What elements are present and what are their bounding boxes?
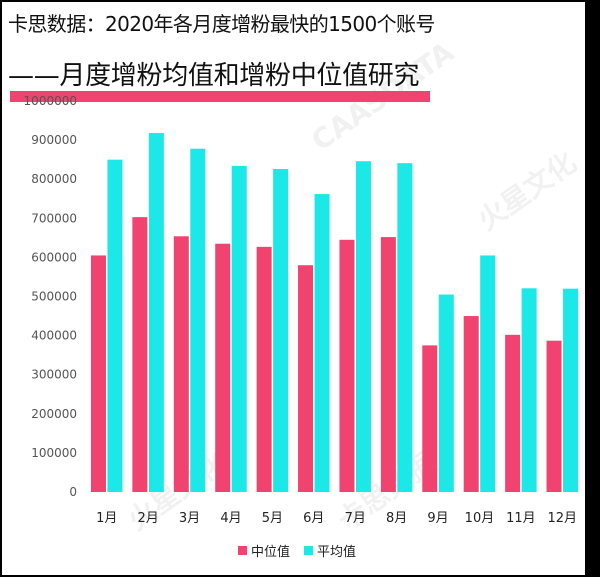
y-tick-label: 800000 bbox=[31, 172, 77, 186]
legend-label-median: 中位值 bbox=[251, 544, 291, 560]
y-tick-label: 700000 bbox=[31, 211, 77, 225]
bar-mean bbox=[521, 288, 537, 492]
bar-median bbox=[256, 246, 272, 492]
y-tick-label: 100000 bbox=[31, 446, 77, 460]
bar-mean bbox=[480, 255, 496, 492]
y-tick-label: 600000 bbox=[31, 250, 77, 264]
bar-median bbox=[422, 345, 438, 492]
bar-median bbox=[215, 243, 231, 492]
chart-subtitle: ——月度增粉均值和增粉中位值研究 bbox=[8, 61, 420, 91]
bar-mean bbox=[148, 133, 164, 492]
bar-median bbox=[298, 265, 314, 492]
bar-mean bbox=[438, 294, 454, 492]
title-accent-bar bbox=[10, 91, 430, 102]
legend-label-mean: 平均值 bbox=[317, 544, 357, 560]
legend-item-median: 中位值 bbox=[238, 541, 290, 560]
x-tick-label: 8月 bbox=[386, 511, 407, 526]
legend-swatch-mean bbox=[304, 545, 314, 555]
y-tick-label: 400000 bbox=[31, 329, 77, 343]
bar-mean bbox=[273, 169, 289, 492]
bar-mean bbox=[190, 148, 206, 492]
bar-median bbox=[380, 237, 396, 492]
y-tick-label: 1000000 bbox=[24, 94, 77, 108]
x-tick-label: 7月 bbox=[345, 511, 366, 526]
x-tick-label: 11月 bbox=[506, 511, 536, 526]
x-tick-label: 3月 bbox=[179, 511, 200, 526]
bar-median bbox=[173, 236, 189, 492]
x-tick-label: 4月 bbox=[220, 511, 241, 526]
bar-mean bbox=[355, 161, 371, 493]
bar-mean bbox=[314, 194, 330, 493]
bar-median bbox=[132, 217, 148, 492]
bar-mean bbox=[107, 159, 123, 492]
bar-median bbox=[339, 239, 355, 492]
bar-median bbox=[546, 340, 562, 492]
legend-item-mean: 平均值 bbox=[304, 541, 356, 560]
y-tick-label: 500000 bbox=[31, 290, 77, 304]
bar-median bbox=[463, 316, 479, 492]
y-tick-label: 300000 bbox=[31, 368, 77, 382]
bar-mean bbox=[397, 163, 413, 492]
x-tick-label: 9月 bbox=[427, 511, 448, 526]
bar-mean bbox=[563, 288, 579, 492]
bar-median bbox=[90, 255, 106, 492]
x-tick-label: 6月 bbox=[303, 511, 324, 526]
x-tick-label: 10月 bbox=[465, 511, 495, 526]
right-border bbox=[585, 2, 588, 575]
legend: 中位值 平均值 bbox=[238, 540, 370, 560]
x-tick-label: 2月 bbox=[137, 511, 158, 526]
legend-swatch-median bbox=[238, 545, 247, 555]
y-tick-label: 0 bbox=[69, 485, 77, 499]
x-tick-label: 1月 bbox=[96, 511, 117, 526]
chart-title: 卡思数据：2020年各月度增粉最快的1500个账号 bbox=[8, 12, 435, 36]
x-tick-label: 12月 bbox=[548, 511, 578, 526]
bar-median bbox=[505, 334, 521, 492]
bar-mean bbox=[231, 165, 247, 492]
y-tick-label: 900000 bbox=[31, 133, 77, 147]
y-tick-label: 200000 bbox=[31, 407, 77, 421]
x-tick-label: 5月 bbox=[262, 511, 283, 526]
